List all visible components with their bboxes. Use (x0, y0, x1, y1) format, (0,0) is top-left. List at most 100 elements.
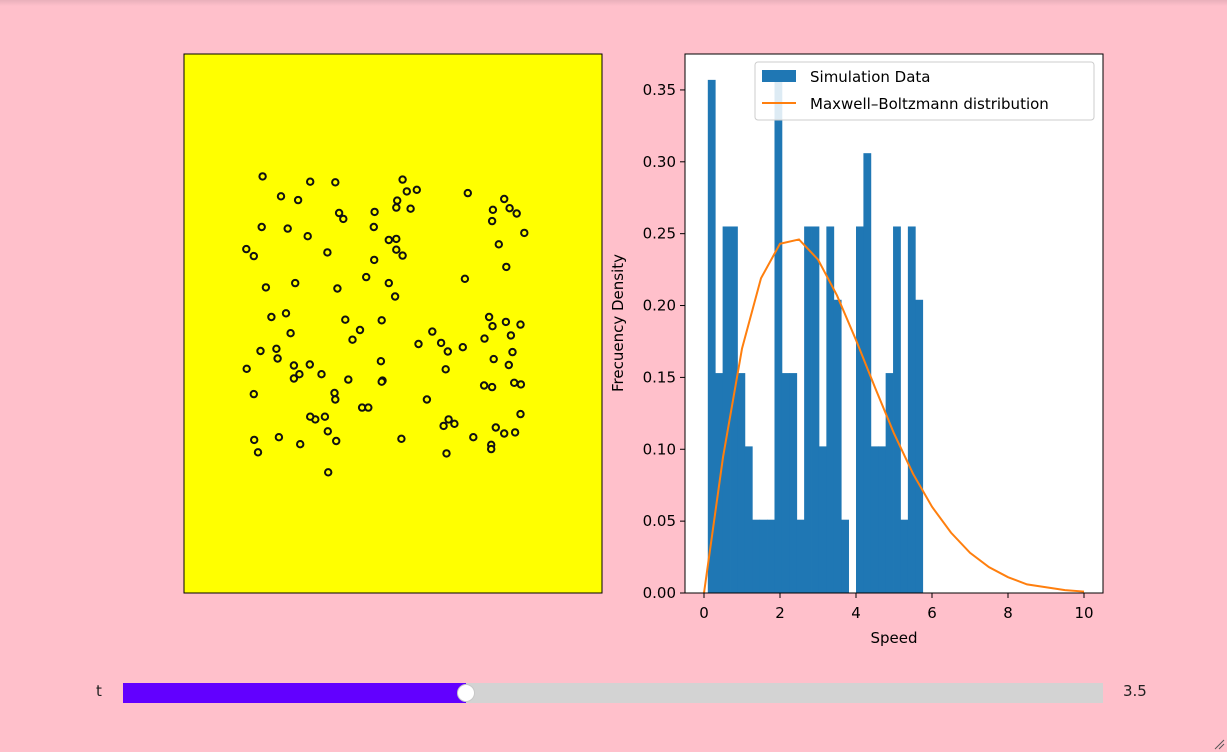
particle-58 (443, 347, 452, 356)
y-tick-label: 0.00 (643, 584, 676, 602)
particle-9 (406, 204, 415, 213)
particle-83 (422, 395, 432, 404)
histogram-bar (759, 519, 768, 593)
particle-47 (341, 315, 350, 324)
particle-103 (469, 433, 478, 442)
histogram-bar (752, 519, 761, 593)
particle-0 (258, 172, 267, 181)
particle-5 (398, 175, 407, 184)
particle-33 (370, 255, 379, 265)
particle-106 (487, 444, 496, 454)
slider-handle[interactable] (457, 684, 475, 702)
particle-23 (520, 228, 529, 238)
particle-59 (256, 346, 265, 356)
particle-28 (392, 245, 401, 254)
particle-64 (376, 357, 386, 366)
particle-61 (414, 339, 423, 349)
histogram-bar (915, 299, 924, 593)
time-slider[interactable] (123, 683, 1103, 703)
particle-84 (331, 395, 340, 404)
histogram-bar (767, 519, 775, 593)
particle-10 (392, 203, 401, 212)
histogram-bar (818, 446, 827, 593)
particle-78 (377, 377, 386, 386)
particle-19 (369, 222, 378, 232)
particle-88 (444, 415, 453, 424)
particle-1 (276, 192, 286, 201)
x-tick-label: 10 (1074, 604, 1093, 622)
particle-29 (398, 251, 407, 260)
particle-98 (332, 436, 341, 446)
particle-74 (441, 365, 450, 374)
particle-52 (286, 329, 295, 338)
histogram-bar (826, 226, 835, 594)
x-tick-label: 2 (775, 604, 785, 622)
particle-box-background (183, 53, 603, 594)
y-axis-label: Frecuency Density (609, 254, 627, 392)
particle-70 (289, 374, 299, 383)
particle-16 (334, 208, 344, 218)
particle-13 (505, 204, 514, 213)
y-tick-label: 0.20 (643, 297, 676, 315)
legend-swatch-histogram (762, 70, 796, 82)
histogram-bar (863, 153, 872, 593)
particle-66 (504, 360, 513, 370)
y-tick-label: 0.35 (643, 81, 676, 99)
y-axis-ticks: 0.00 0.05 0.10 0.15 0.20 0.25 0.30 0.35 (643, 81, 685, 602)
figure-canvas: 0 2 4 6 8 10 0.00 0.05 0.10 0.15 0.20 0.25 0.30 0.35… (183, 53, 1104, 647)
histogram-bar (841, 519, 849, 593)
histogram-bar (737, 373, 746, 593)
histogram-frame (684, 53, 1104, 594)
particle-51 (436, 338, 446, 348)
particle-97 (323, 427, 332, 436)
particle-30 (242, 244, 251, 254)
particle-45 (501, 317, 511, 327)
particle-91 (491, 423, 500, 432)
particle-12 (500, 194, 509, 204)
particle-54 (348, 335, 357, 344)
particle-90 (510, 428, 520, 437)
particle-86 (364, 403, 373, 412)
particle-31 (249, 251, 259, 261)
particle-68 (305, 360, 314, 369)
histogram-bar (885, 373, 894, 593)
histogram-bar (774, 79, 783, 594)
particle-99 (274, 433, 284, 442)
particle-6 (412, 185, 421, 195)
particle-36 (362, 272, 371, 282)
particle-62 (458, 343, 467, 352)
x-tick-label: 4 (851, 604, 861, 622)
slider-fill (123, 683, 466, 703)
particle-65 (508, 347, 517, 357)
slider-value: 3.5 (1123, 682, 1147, 700)
histogram-bar (722, 226, 731, 594)
particle-56 (488, 322, 497, 331)
particle-71 (295, 370, 304, 379)
histogram-bar (833, 299, 842, 593)
x-tick-label: 8 (1003, 604, 1013, 622)
histogram-bar (907, 226, 916, 594)
particle-14 (488, 205, 498, 215)
maxwell-boltzmann-curve (703, 238, 1085, 594)
histogram-bar (781, 373, 790, 593)
particle-7 (402, 187, 411, 196)
particle-42 (484, 312, 494, 322)
particle-105 (253, 448, 263, 457)
particle-108 (324, 468, 333, 477)
particle-40 (384, 278, 393, 288)
histogram-bar (878, 446, 887, 593)
particle-3 (306, 177, 315, 186)
particle-50 (428, 327, 437, 336)
particle-96 (450, 419, 459, 428)
legend: Simulation Data Maxwell–Boltzmann distri… (754, 61, 1095, 121)
particle-26 (384, 235, 393, 245)
particle-22 (283, 224, 292, 233)
resize-grip-icon[interactable] (1213, 738, 1225, 750)
x-axis-ticks: 0 2 4 6 8 10 (699, 593, 1094, 622)
y-tick-label: 0.10 (643, 440, 676, 458)
histogram-bar (870, 446, 879, 593)
y-tick-label: 0.30 (643, 153, 676, 171)
particle-24 (487, 216, 497, 226)
histogram-panel: 0 2 4 6 8 10 0.00 0.05 0.10 0.15 0.20 0.25 0.30 0.35… (609, 53, 1104, 647)
particle-57 (272, 344, 281, 353)
